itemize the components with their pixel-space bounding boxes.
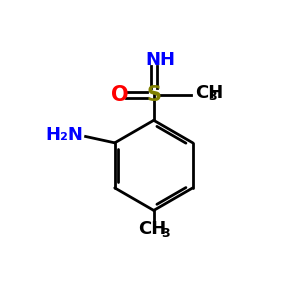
Text: S: S [146, 85, 161, 105]
Text: CH: CH [195, 84, 224, 102]
Text: NH: NH [146, 51, 176, 69]
Text: H₂N: H₂N [45, 126, 83, 144]
Text: 3: 3 [208, 90, 217, 103]
Text: 3: 3 [161, 226, 170, 239]
Text: O: O [111, 85, 129, 105]
Text: CH: CH [139, 220, 167, 238]
